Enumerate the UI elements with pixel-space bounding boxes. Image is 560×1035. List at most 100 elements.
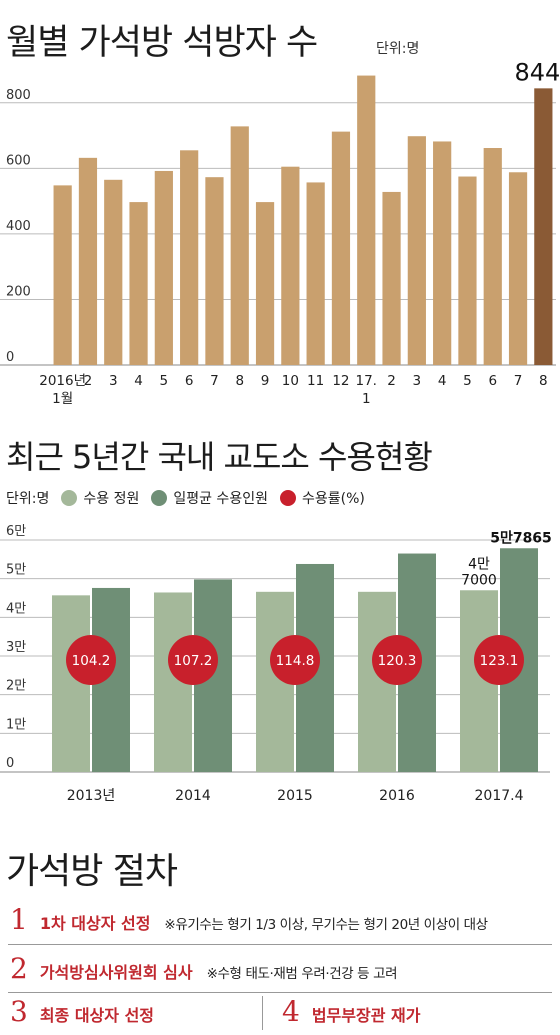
bar — [255, 202, 275, 365]
legend-rate-label: 수용률(%) — [301, 491, 365, 507]
rate-label: 120.3 — [378, 653, 417, 669]
y-tick-label: 0 — [6, 350, 14, 365]
bar — [483, 148, 502, 365]
bar — [407, 136, 426, 365]
rate-label: 107.2 — [174, 653, 213, 669]
y-tick-label: 1만 — [6, 717, 26, 732]
value-annotation-line: 7000 — [461, 572, 497, 588]
x-tick-label: 9 — [261, 373, 270, 389]
x-tick-label: 2013년 — [67, 788, 116, 804]
bar — [53, 185, 72, 365]
step-3-label: 최종 대상자 선정 — [39, 1006, 155, 1025]
bar — [180, 150, 199, 365]
legend-rate-swatch — [279, 490, 296, 506]
bar — [458, 176, 477, 365]
prison-capacity-chart: 104.2 107.2 114.8 120.3 123.1 01만2만3만4만5만6만 … — [0, 524, 552, 804]
chart2-unit: 단위:명 — [6, 491, 50, 507]
x-tick-label: 12 — [332, 373, 349, 389]
y-tick-label: 6만 — [6, 524, 26, 539]
bar — [154, 170, 173, 365]
step-2: 2 가석방심사위원회 심사 ※수형 태도·재범 우려·건강 등 고려 — [10, 952, 398, 985]
rate-marker — [66, 635, 116, 685]
step-separator — [262, 996, 263, 1030]
bar — [534, 88, 553, 365]
step-3: 3 최종 대상자 선정 — [10, 998, 168, 1026]
y-tick-label: 0 — [6, 756, 14, 771]
y-tick-label: 400 — [6, 219, 31, 234]
rate-label: 123.1 — [480, 653, 519, 669]
bar — [382, 191, 401, 365]
chart1-unit: 단위:명 — [376, 41, 420, 57]
rate-marker — [474, 635, 524, 685]
procedure-title: 가석방 절차 — [6, 851, 178, 892]
y-tick-label: 5만 — [6, 563, 26, 578]
x-tick-label: 4 — [134, 373, 143, 389]
x-tick-label: 4 — [438, 373, 447, 389]
y-tick-label: 4만 — [6, 601, 26, 616]
value-annotation-line: 5만7865 — [490, 530, 552, 546]
step-1-label: 1차 대상자 선정 — [39, 914, 151, 933]
x-tick-label: 5 — [160, 373, 169, 389]
x-tick-label: 2014 — [175, 788, 211, 804]
value-annotation-line: 4만 — [468, 556, 490, 572]
rate-label: 114.8 — [276, 653, 315, 669]
bar — [508, 172, 528, 365]
x-tick-label: 2 — [387, 373, 396, 389]
x-tick-label: 8 — [235, 373, 244, 389]
y-tick-label: 200 — [6, 284, 31, 299]
step-2-note: ※수형 태도·재범 우려·건강 등 고려 — [206, 966, 398, 982]
y-tick-label: 2만 — [6, 679, 26, 694]
y-tick-label: 800 — [6, 88, 31, 103]
bar — [129, 202, 148, 365]
x-tick-label: 10 — [282, 373, 299, 389]
value-annotation: 5만7865 — [490, 530, 552, 546]
legend-inmates-label: 일평균 수용인원 — [173, 491, 268, 507]
step-4: 4 법무부장관 재가 — [282, 998, 434, 1026]
x-tick-label: 17. 1 — [356, 373, 377, 407]
x-tick-label: 6 — [488, 373, 497, 389]
divider — [8, 944, 552, 945]
divider — [8, 992, 552, 993]
legend-capacity: 수용 정원 — [61, 488, 139, 508]
x-tick-label: 2 — [84, 373, 93, 389]
step-4-number: 4 — [282, 995, 300, 1028]
x-tick-label: 8 — [539, 373, 548, 389]
x-tick-label: 2015 — [277, 788, 313, 804]
chart2-title: 최근 5년간 국내 교도소 수용현황 — [6, 438, 433, 476]
x-tick-label: 7 — [514, 373, 523, 389]
value-annotation: 4만 7000 — [461, 556, 497, 588]
x-tick-label: 7 — [210, 373, 219, 389]
step-4-label: 법무부장관 재가 — [311, 1006, 421, 1025]
legend-capacity-label: 수용 정원 — [83, 491, 140, 507]
chart1-title: 월별 가석방 석방자 수 — [6, 23, 318, 63]
bar — [357, 75, 376, 366]
x-tick-label: 3 — [109, 373, 118, 389]
legend-inmates: 일평균 수용인원 — [151, 488, 268, 508]
legend-inmates-swatch — [151, 490, 168, 506]
bar — [78, 157, 98, 365]
bar — [306, 182, 325, 365]
x-tick-label: 11 — [307, 373, 324, 389]
bar — [104, 179, 123, 365]
step-1-number: 1 — [10, 903, 28, 936]
legend-capacity-swatch — [61, 490, 78, 506]
x-tick-label: 2016년 1월 — [39, 373, 86, 407]
rate-marker — [168, 635, 218, 685]
step-2-label: 가석방심사위원회 심사 — [39, 963, 193, 982]
rate-marker — [372, 635, 422, 685]
bar — [281, 166, 300, 365]
x-tick-label: 6 — [185, 373, 194, 389]
bar — [331, 131, 351, 365]
x-tick-label: 5 — [463, 373, 472, 389]
rate-marker — [270, 635, 320, 685]
y-tick-label: 600 — [6, 153, 31, 168]
legend-rate: 수용률(%) — [279, 488, 365, 508]
x-tick-label: 2017.4 — [475, 788, 524, 804]
step-3-number: 3 — [10, 995, 28, 1028]
step-2-number: 2 — [10, 952, 28, 985]
highlight-value-label: 844 — [514, 60, 560, 86]
x-tick-label: 2016 — [379, 788, 415, 804]
rate-label: 104.2 — [72, 653, 111, 669]
step-1: 1 1차 대상자 선정 ※유기수는 형기 1/3 이상, 무기수는 형기 20년… — [10, 906, 488, 934]
